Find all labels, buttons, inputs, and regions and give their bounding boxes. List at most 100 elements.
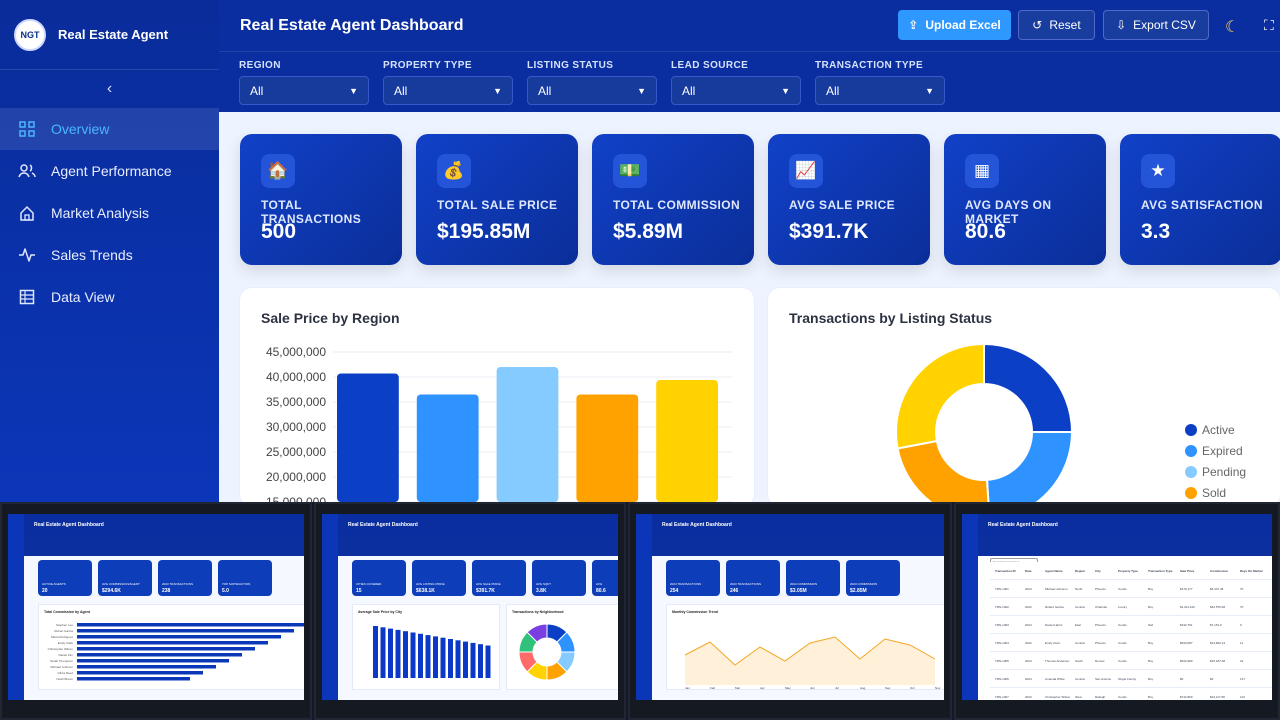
table-cell: TRN-1007 <box>995 695 1009 699</box>
panel-title: Sale Price by Region <box>261 310 400 326</box>
activity-icon <box>18 246 36 264</box>
bar[interactable] <box>656 380 718 502</box>
city-bar <box>455 640 461 678</box>
agent-bar <box>77 671 203 675</box>
fullscreen-icon[interactable]: ⛶ <box>1264 17 1274 33</box>
sidebar-item-agent-performance[interactable]: Agent Performance <box>0 150 219 192</box>
kpi-label: TOTAL SALE PRICE <box>437 198 558 212</box>
mini-kpi-value: $3.05M <box>790 588 807 594</box>
month-label: Mar <box>735 686 740 690</box>
thumbnail-agent-performance[interactable]: Real Estate Agent Dashboard ACTIVE AGENT… <box>0 502 312 720</box>
table-cell: Phoenix <box>1095 587 1106 591</box>
mini-kpi-value: $638.1K <box>416 588 435 594</box>
month-label: May <box>785 686 791 690</box>
mini-kpi-label: AVG SALE PRICE <box>476 582 501 586</box>
agent-label: Noah Brown <box>56 677 73 681</box>
transaction-type-select[interactable]: All ▼ <box>815 76 945 105</box>
donut-slice[interactable] <box>983 342 1074 433</box>
table-cell: Amanda White <box>1045 677 1065 681</box>
page-title: Real Estate Agent Dashboard <box>240 16 464 34</box>
thumbnail-screen: Real Estate Agent Dashboard Search trans… <box>962 514 1272 700</box>
thumbnail-data-view[interactable]: Real Estate Agent Dashboard Search trans… <box>954 502 1280 720</box>
moon-icon[interactable]: ☾ <box>1225 19 1240 36</box>
y-tick-label: 25,000,000 <box>266 445 326 459</box>
table-row[interactable]: TRN-1005 2024 Thomas Anderson South Denver Co… <box>990 652 1272 670</box>
mini-chart-card: Total Commission by Agent Stephen Lee Rob… <box>38 604 304 690</box>
donut-slice[interactable] <box>985 431 1074 521</box>
mini-kpi-label: ACTIVE AGENTS <box>42 582 66 586</box>
agent-bar <box>77 647 255 651</box>
y-tick-label: 40,000,000 <box>266 370 326 384</box>
city-bar <box>373 626 378 678</box>
city-bar <box>403 631 408 678</box>
table-cell: $4,447.48 <box>1210 587 1224 591</box>
upload-excel-button[interactable]: ⇪ Upload Excel <box>898 10 1011 40</box>
table-row[interactable]: TRN-1003 2024 Daniel Harris East Phoenix Cond… <box>990 616 1272 634</box>
table-cell: North <box>1075 587 1083 591</box>
city-bar <box>425 635 431 678</box>
region-select[interactable]: All ▼ <box>239 76 369 105</box>
reset-button[interactable]: ↺ Reset <box>1018 10 1095 40</box>
month-label: Sep <box>885 686 891 690</box>
bar[interactable] <box>416 394 479 503</box>
dropdown-arrow-icon: ▼ <box>637 85 646 96</box>
table-cell: $232,761 <box>1180 623 1193 627</box>
column-header: Transaction Type <box>1148 569 1173 573</box>
listing-status-select[interactable]: All ▼ <box>527 76 657 105</box>
table-cell: Raleigh <box>1095 695 1106 699</box>
donut-slice[interactable] <box>896 439 991 521</box>
thumbnail-market-analysis[interactable]: Real Estate Agent Dashboard CITIES COVER… <box>314 502 626 720</box>
property-type-select[interactable]: All ▼ <box>383 76 513 105</box>
bar[interactable] <box>496 367 559 502</box>
mini-kpi-card: AVG LISTING PRICE $638.1K <box>412 560 466 596</box>
sidebar-item-market-analysis[interactable]: Market Analysis <box>0 192 219 234</box>
mini-kpi-value: 5.0 <box>222 588 229 594</box>
export-csv-button[interactable]: ⇩ Export CSV <box>1103 10 1209 40</box>
sidebar-item-label: Agent Performance <box>51 163 172 179</box>
table-row[interactable]: TRN-1007 2023 Christopher Wilson West Raleig… <box>990 688 1272 700</box>
mini-data-table: Transaction ID Date Agent Name Region City Pr… <box>990 562 1272 700</box>
city-bar <box>433 636 438 678</box>
sidebar-item-sales-trends[interactable]: Sales Trends <box>0 234 219 276</box>
mini-kpi-card: AVG SALE PRICE $391.7K <box>472 560 526 596</box>
table-cell: Central <box>1075 605 1085 609</box>
table-cell: Condo <box>1118 587 1127 591</box>
mini-kpi-label: AVG SQFT <box>536 582 551 586</box>
filter-bar: REGION All ▼ PROPERTY TYPE All ▼ LISTING S… <box>219 52 1280 112</box>
legend-label: Sold <box>1202 486 1226 500</box>
table-row[interactable]: TRN-1002 2023 Robert Garcia Central Charlott… <box>990 598 1272 616</box>
donut-slice[interactable] <box>895 342 985 450</box>
thumbnail-sales-trends[interactable]: Real Estate Agent Dashboard 2024 TRANSAC… <box>628 502 952 720</box>
dropdown-arrow-icon: ▼ <box>493 85 502 96</box>
column-header: Date <box>1025 569 1032 573</box>
kpi-label: AVG SALE PRICE <box>789 198 896 212</box>
table-row[interactable]: TRN-1004 2023 Emily Chen Central Phoenix Cond… <box>990 634 1272 652</box>
collapse-sidebar-button[interactable]: ‹ <box>0 70 219 108</box>
mini-header: Real Estate Agent Dashboard <box>636 514 944 538</box>
sidebar-item-label: Data View <box>51 289 115 305</box>
table-cell: 2024 <box>1025 623 1032 627</box>
total-commission-by-agent-mini-chart: Stephen Lee Robert Garcia Maria Rodriguez E… <box>48 623 304 681</box>
month-label: Jun <box>810 686 815 690</box>
agent-label: Sarah Thompson <box>50 659 73 663</box>
sale-price-bar-chart: 45,000,000 40,000,000 35,000,000 30,000,000… <box>266 345 732 509</box>
thumbnail-screen: Real Estate Agent Dashboard 2024 TRANSAC… <box>636 514 944 700</box>
bar[interactable] <box>576 394 639 503</box>
table-row[interactable]: TRN-1001 2024 Michael Johnson North Phoenix C… <box>990 580 1272 598</box>
bar[interactable] <box>337 373 399 503</box>
agent-bar <box>77 659 229 663</box>
table-cell: TRN-1005 <box>995 659 1009 663</box>
sidebar-item-overview[interactable]: Overview <box>0 108 219 150</box>
city-bar <box>410 632 416 678</box>
city-bar <box>485 645 491 678</box>
mini-kpi-value: $391.7K <box>476 588 495 594</box>
table-row[interactable]: TRN-1006 2024 Amanda White Central San Anton… <box>990 670 1272 688</box>
mini-kpi-label: AVG COMMISSION/AGENT <box>102 582 140 586</box>
average-sale-price-by-city-mini-chart <box>373 626 491 678</box>
city-bar <box>470 642 476 678</box>
table-cell: $522,980 <box>1180 659 1193 663</box>
mini-sidebar <box>8 514 24 700</box>
sidebar-item-data-view[interactable]: Data View <box>0 276 219 318</box>
lead-source-select[interactable]: All ▼ <box>671 76 801 105</box>
